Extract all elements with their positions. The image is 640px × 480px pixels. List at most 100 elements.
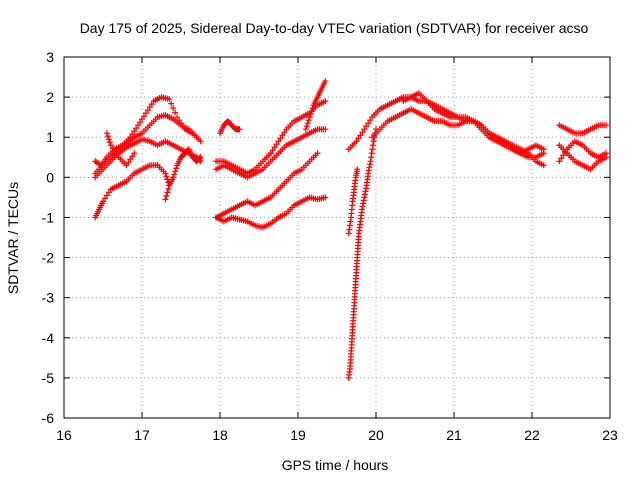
- data-point: [166, 96, 173, 103]
- data-point: [104, 133, 111, 140]
- data-point: [165, 185, 172, 192]
- data-point: [308, 108, 315, 115]
- data-point: [603, 154, 610, 161]
- data-point: [197, 138, 204, 145]
- series-track-d: [92, 162, 173, 221]
- x-tick-labels: 16 17 18 19 20 21 22 23: [56, 427, 618, 443]
- data-point: [111, 148, 118, 155]
- data-point: [363, 123, 370, 130]
- data-point: [163, 192, 170, 199]
- data-point: [277, 135, 284, 142]
- data-point: [367, 117, 374, 124]
- data-point: [322, 194, 329, 201]
- data-point: [133, 125, 140, 132]
- data-point: [172, 109, 179, 116]
- x-tick-label: 23: [602, 427, 618, 443]
- x-tick-label: 18: [212, 427, 228, 443]
- series-track-t: [556, 142, 610, 173]
- data-point: [309, 105, 316, 112]
- series-track-e: [103, 130, 138, 169]
- series-track-n: [345, 166, 361, 237]
- data-point: [142, 110, 149, 117]
- x-axis-label: GPS time / hours: [282, 457, 389, 473]
- data-points: [92, 78, 610, 381]
- y-tick-label: -6: [42, 410, 55, 426]
- data-point: [106, 139, 113, 146]
- data-point: [148, 101, 155, 108]
- data-point: [131, 128, 138, 135]
- x-tick-label: 19: [290, 427, 306, 443]
- y-tick-label: 1: [46, 129, 54, 145]
- data-point: [113, 151, 120, 158]
- data-point: [103, 130, 110, 137]
- data-point: [127, 156, 134, 163]
- series-track-r: [556, 122, 610, 137]
- data-point: [322, 78, 329, 85]
- data-point: [269, 147, 276, 154]
- plot-frame: [63, 56, 611, 419]
- data-point: [560, 152, 567, 159]
- data-point: [146, 104, 153, 111]
- data-point: [109, 145, 116, 152]
- data-point: [164, 189, 171, 196]
- data-point: [123, 162, 130, 169]
- data-point: [304, 120, 311, 127]
- x-tick-label: 17: [134, 427, 150, 443]
- series-track-g: [217, 118, 243, 137]
- y-tick-label: 2: [46, 89, 54, 105]
- series-track-q: [400, 90, 547, 157]
- x-tick-label: 21: [446, 427, 462, 443]
- data-point: [135, 122, 142, 129]
- y-tick-label: -4: [42, 330, 55, 346]
- data-point: [125, 159, 132, 166]
- data-point: [174, 114, 181, 121]
- data-point: [322, 98, 329, 105]
- data-point: [163, 173, 170, 180]
- data-point: [275, 138, 282, 145]
- y-tick-label: -5: [42, 370, 55, 386]
- data-point: [279, 132, 286, 139]
- series-track-m: [345, 126, 379, 381]
- data-point: [137, 119, 144, 126]
- y-axis-label: SDTVAR / TECUs: [5, 182, 21, 294]
- data-point: [236, 126, 243, 133]
- x-tick-label: 22: [524, 427, 540, 443]
- data-point: [100, 198, 106, 205]
- series-track-i: [213, 126, 329, 181]
- y-tick-label: 3: [46, 49, 54, 65]
- data-point: [305, 117, 312, 124]
- series-track-l: [302, 78, 329, 133]
- data-point: [365, 120, 372, 127]
- data-point: [355, 135, 362, 142]
- x-tick-label: 16: [56, 427, 72, 443]
- chart-title: Day 175 of 2025, Sidereal Day-to-day VTE…: [80, 20, 589, 36]
- y-tick-label: -1: [42, 209, 55, 225]
- data-point: [303, 123, 310, 130]
- data-point: [101, 195, 108, 202]
- data-point: [171, 171, 178, 178]
- data-point: [540, 146, 547, 153]
- data-point: [353, 138, 360, 145]
- y-tick-label: 0: [46, 169, 54, 185]
- data-point: [162, 196, 169, 203]
- data-point: [131, 150, 138, 157]
- data-point: [162, 170, 169, 177]
- data-point: [129, 153, 136, 160]
- data-point: [105, 189, 112, 196]
- data-point: [170, 174, 177, 181]
- data-point: [603, 122, 610, 129]
- data-point: [168, 100, 175, 107]
- data-point: [105, 136, 112, 143]
- data-point: [357, 132, 364, 139]
- data-point: [139, 116, 145, 123]
- data-point: [322, 126, 329, 133]
- data-point: [314, 150, 321, 157]
- data-point: [273, 141, 280, 148]
- data-point: [540, 162, 547, 169]
- data-point: [558, 155, 565, 162]
- y-tick-label: -2: [42, 250, 55, 266]
- data-point: [361, 126, 368, 133]
- data-point: [281, 129, 288, 136]
- data-point: [172, 168, 179, 175]
